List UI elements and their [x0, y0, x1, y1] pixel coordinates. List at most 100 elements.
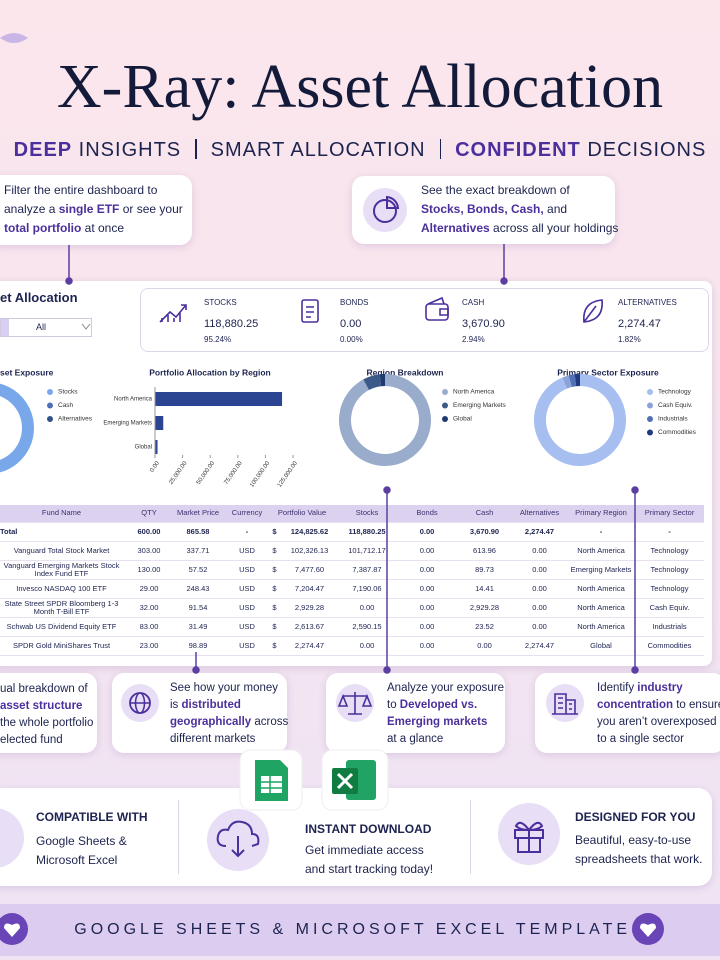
- table-cell: 0.00: [512, 617, 568, 637]
- callout-text: Identify industry concentration to ensure…: [597, 680, 720, 748]
- table-cell: 29.00: [129, 579, 169, 599]
- table-cell: 303.00: [129, 541, 169, 561]
- kpi-percent: 0.00%: [340, 335, 363, 344]
- kpi-percent: 95.24%: [204, 335, 232, 344]
- feature-text: and start tracking today!: [305, 862, 434, 876]
- table-cell: 865.58: [169, 522, 227, 542]
- table-cell: Vanguard Total Stock Market: [0, 541, 129, 561]
- text-line: geographically across: [170, 714, 288, 731]
- excel-icon-part: [336, 772, 354, 790]
- separator: [195, 139, 197, 159]
- text-part: industry: [637, 682, 683, 694]
- table-cell: 2,590.15: [337, 617, 398, 637]
- table-cell: 31.49: [169, 617, 227, 637]
- text-part: concentration: [597, 699, 674, 711]
- header-row: Fund Name QTY Market Price Currency Portfoli…: [0, 505, 705, 523]
- text-line: Filter the entire dashboard to: [4, 181, 183, 200]
- column-header: Bonds: [397, 505, 458, 523]
- column-header: Fund Name: [0, 505, 129, 523]
- table-cell: 0.00: [337, 598, 398, 618]
- table-cell: 57.52: [169, 560, 227, 580]
- kpi-value: 0.00: [340, 318, 362, 330]
- text-part: across: [251, 716, 289, 728]
- table-cell: 2,929.28: [282, 598, 338, 618]
- table-cell: 83.00: [129, 617, 169, 637]
- table-cell: 130.00: [129, 560, 169, 580]
- table-cell: 2,274.47: [512, 522, 568, 542]
- table-row: Schwab US Dividend Equity ETF 83.00 31.49 U…: [0, 617, 705, 637]
- text-part: Analyze your exposure: [387, 682, 504, 694]
- feature-text: Microsoft Excel: [36, 853, 118, 867]
- leaf-decoration: [0, 33, 28, 43]
- table-cell: 7,477.60: [282, 560, 338, 580]
- table-cell: 0.00: [397, 598, 458, 618]
- table-cell: Total: [0, 522, 129, 542]
- text-line: Identify industry: [597, 680, 720, 697]
- table-wrap: Fund Name QTY Market Price Currency Portfoli…: [0, 505, 705, 656]
- text-part: single ETF: [58, 202, 120, 216]
- column-header: Alternatives: [512, 505, 568, 523]
- table-cell: North America: [567, 579, 636, 599]
- table-row: Invesco NASDAQ 100 ETF 29.00 248.43 USD $7,2…: [0, 579, 705, 599]
- text-line: concentration to ensure: [597, 697, 720, 714]
- text-line: Emerging markets: [387, 714, 504, 731]
- kpi-value: 3,670.90: [462, 318, 505, 330]
- text-part: to a single sector: [597, 733, 684, 745]
- table-cell: 91.54: [169, 598, 227, 618]
- table-cell: 0.00: [512, 598, 568, 618]
- text-part: to ensure: [673, 699, 720, 711]
- tagline-part: CONFIDENT: [455, 139, 581, 161]
- text-part: See the exact breakdown of: [421, 183, 570, 197]
- kpi-percent: 1.82%: [618, 335, 641, 344]
- column-header: Stocks: [337, 505, 398, 523]
- table-cell: 0.00: [512, 560, 568, 580]
- table-cell: SPDR Gold MiniShares Trust: [0, 636, 129, 656]
- table-cell: North America: [567, 598, 636, 618]
- table-cell: Industrials: [635, 617, 705, 637]
- kpi-label: BONDS: [340, 298, 369, 307]
- text-part: elected fund: [0, 734, 63, 746]
- table-cell: Schwab US Dividend Equity ETF: [0, 617, 129, 637]
- table-cell: 0.00: [337, 636, 398, 656]
- table-cell: Technology: [635, 579, 705, 599]
- text-part: at a glance: [387, 733, 444, 745]
- kpi-label: ALTERNATIVES: [618, 298, 677, 307]
- column-header: Market Price: [169, 505, 227, 523]
- text-line: at a glance: [387, 731, 504, 748]
- text-line: you aren’t overexposed: [597, 714, 720, 731]
- text-part: the whole portfolio: [0, 717, 94, 729]
- column-header: Cash: [457, 505, 513, 523]
- kpi-value: 2,274.47: [618, 318, 661, 330]
- text-line: the whole portfolio: [0, 715, 93, 732]
- feature-title: COMPATIBLE WITH: [36, 810, 148, 824]
- table-cell: Commodities: [635, 636, 705, 656]
- column-header: QTY: [129, 505, 169, 523]
- kpi-bar: [140, 288, 709, 352]
- text-line: is distributed: [170, 697, 288, 714]
- table-cell: 2,613.67: [282, 617, 338, 637]
- holdings-table: Fund Name QTY Market Price Currency Portfoli…: [0, 505, 705, 656]
- callout-text: ual breakdown of asset structure the whole…: [0, 681, 93, 749]
- feature-divider: [178, 800, 179, 874]
- text-part: analyze a: [4, 202, 59, 216]
- table-cell: Cash Equiv.: [635, 598, 705, 618]
- table-cell: Technology: [635, 560, 705, 580]
- table-cell: 613.96: [457, 541, 513, 561]
- text-line: asset structure: [0, 698, 93, 715]
- footer-band: [0, 904, 720, 956]
- table-cell: 23.00: [129, 636, 169, 656]
- callout-text: See how your money is distributed geograph…: [170, 680, 288, 748]
- table-cell: North America: [567, 541, 636, 561]
- table-cell: 0.00: [397, 560, 458, 580]
- text-part: ual breakdown of: [0, 683, 88, 695]
- filter-dropdown[interactable]: [0, 318, 92, 337]
- table-cell: $: [267, 636, 282, 656]
- text-part: asset structure: [0, 700, 83, 712]
- text-part: Stocks, Bonds, Cash,: [421, 202, 544, 216]
- text-line: to Developed vs.: [387, 697, 504, 714]
- feature-title: DESIGNED FOR YOU: [575, 810, 696, 824]
- text-part: distributed: [181, 699, 241, 711]
- kpi-value: 118,880.25: [204, 318, 259, 330]
- text-part: Developed vs.: [399, 699, 478, 711]
- table-cell: 600.00: [129, 522, 169, 542]
